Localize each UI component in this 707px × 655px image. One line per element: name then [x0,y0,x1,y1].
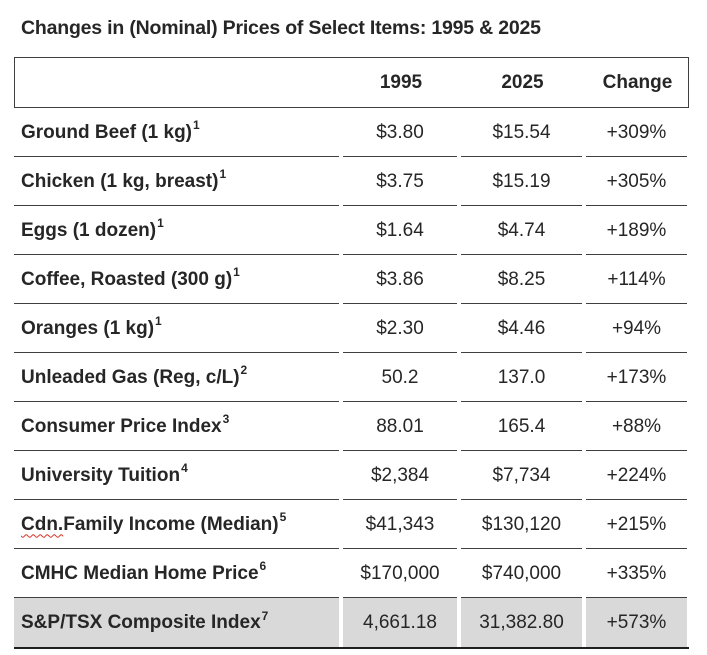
item-label: University Tuition [21,464,181,486]
table-row-ground-beef: Ground Beef (1 kg) 1 $3.80 $15.54 +309% [14,108,689,157]
value-1995-cell: $3.75 [343,157,457,206]
table-bottom-border [14,647,689,649]
table-row-unleaded-gas: Unleaded Gas (Reg, c/L) 2 50.2 137.0 +173… [14,353,689,402]
value-2025-cell: $15.19 [461,157,582,206]
price-comparison-table: 1995 2025 Change Ground Beef (1 kg) 1 $3.… [14,57,689,649]
table-row-tsx-index-highlighted: S&P/TSX Composite Index 7 4,661.18 31,382… [14,598,689,647]
item-name-cell: Consumer Price Index 3 [14,402,339,451]
footnote-marker: 3 [222,412,230,426]
table-row-home-price: CMHC Median Home Price 6 $170,000 $740,00… [14,549,689,598]
item-label: Ground Beef (1 kg) [21,121,193,143]
value-2025-cell: $4.46 [461,304,582,353]
item-label: CMHC Median Home Price [21,562,259,584]
table-row-coffee: Coffee, Roasted (300 g) 1 $3.86 $8.25 +11… [14,255,689,304]
spellcheck-flagged-word: Cdn. [21,513,64,535]
change-cell: +309% [586,108,687,157]
change-cell: +173% [586,353,687,402]
item-label: Eggs (1 dozen) [21,219,157,241]
item-name-cell: S&P/TSX Composite Index 7 [14,598,339,647]
footnote-marker: 1 [155,314,162,328]
footnote-marker: 1 [233,265,240,279]
table-row-oranges: Oranges (1 kg) 1 $2.30 $4.46 +94% [14,304,689,353]
value-2025-cell: 31,382.80 [461,598,582,647]
table-row-eggs: Eggs (1 dozen) 1 $1.64 $4.74 +189% [14,206,689,255]
table-header-row: 1995 2025 Change [14,57,689,108]
footnote-marker: 7 [261,608,269,623]
value-1995-cell: $41,343 [343,500,457,549]
item-name-cell: University Tuition 4 [14,451,339,500]
item-label: Oranges (1 kg) [21,317,155,339]
value-1995-cell: $170,000 [343,549,457,598]
change-cell: +335% [586,549,687,598]
footnote-marker: 1 [219,167,227,181]
item-label: Consumer Price Index [21,415,222,437]
item-name-cell: Eggs (1 dozen) 1 [14,206,339,255]
table-row-cpi: Consumer Price Index 3 88.01 165.4 +88% [14,402,689,451]
value-2025-cell: $4.74 [461,206,582,255]
item-label: Unleaded Gas (Reg, c/L) [21,366,240,388]
value-2025-cell: 165.4 [461,402,582,451]
value-1995-cell: $3.86 [343,255,457,304]
item-name-cell: Cdn. Family Income (Median) 5 [14,500,339,549]
page-title: Changes in (Nominal) Prices of Select It… [21,17,541,39]
value-1995-cell: $2.30 [343,304,457,353]
footnote-marker: 6 [259,559,267,573]
value-1995-cell: 50.2 [343,353,457,402]
change-cell: +114% [586,255,687,304]
change-cell: +305% [586,157,687,206]
value-1995-cell: $1.64 [343,206,457,255]
item-label: Family Income (Median) [63,513,279,535]
item-label: Coffee, Roasted (300 g) [21,268,233,290]
value-1995-cell: $3.80 [343,108,457,157]
change-cell: +189% [586,206,687,255]
value-2025-cell: 137.0 [461,353,582,402]
table-row-chicken: Chicken (1 kg, breast) 1 $3.75 $15.19 +30… [14,157,689,206]
change-cell: +224% [586,451,687,500]
item-name-cell: Coffee, Roasted (300 g) 1 [14,255,339,304]
header-cell-2025: 2025 [501,72,544,93]
value-2025-cell: $7,734 [461,451,582,500]
item-name-cell: Oranges (1 kg) 1 [14,304,339,353]
item-name-cell: Unleaded Gas (Reg, c/L) 2 [14,353,339,402]
footnote-marker: 1 [193,118,200,132]
header-cell-change: Change [602,72,673,93]
header-cell-1995: 1995 [379,72,423,93]
footnote-marker: 5 [279,510,287,524]
footnote-marker: 4 [181,461,188,475]
value-2025-cell: $130,120 [461,500,582,549]
change-cell: +88% [586,402,687,451]
item-name-cell: CMHC Median Home Price 6 [14,549,339,598]
value-1995-cell: 4,661.18 [343,598,457,647]
change-cell: +94% [586,304,687,353]
footnote-marker: 1 [157,216,164,230]
item-label: S&P/TSX Composite Index [21,612,261,633]
value-1995-cell: $2,384 [343,451,457,500]
change-cell: +573% [586,598,687,647]
value-2025-cell: $15.54 [461,108,582,157]
table-row-tuition: University Tuition 4 $2,384 $7,734 +224% [14,451,689,500]
item-label: Chicken (1 kg, breast) [21,170,219,192]
footnote-marker: 2 [240,363,248,377]
change-cell: +215% [586,500,687,549]
item-name-cell: Chicken (1 kg, breast) 1 [14,157,339,206]
table-row-family-income: Cdn. Family Income (Median) 5 $41,343 $13… [14,500,689,549]
value-2025-cell: $8.25 [461,255,582,304]
value-2025-cell: $740,000 [461,549,582,598]
value-1995-cell: 88.01 [343,402,457,451]
header-cell-item [15,58,340,107]
item-name-cell: Ground Beef (1 kg) 1 [14,108,339,157]
